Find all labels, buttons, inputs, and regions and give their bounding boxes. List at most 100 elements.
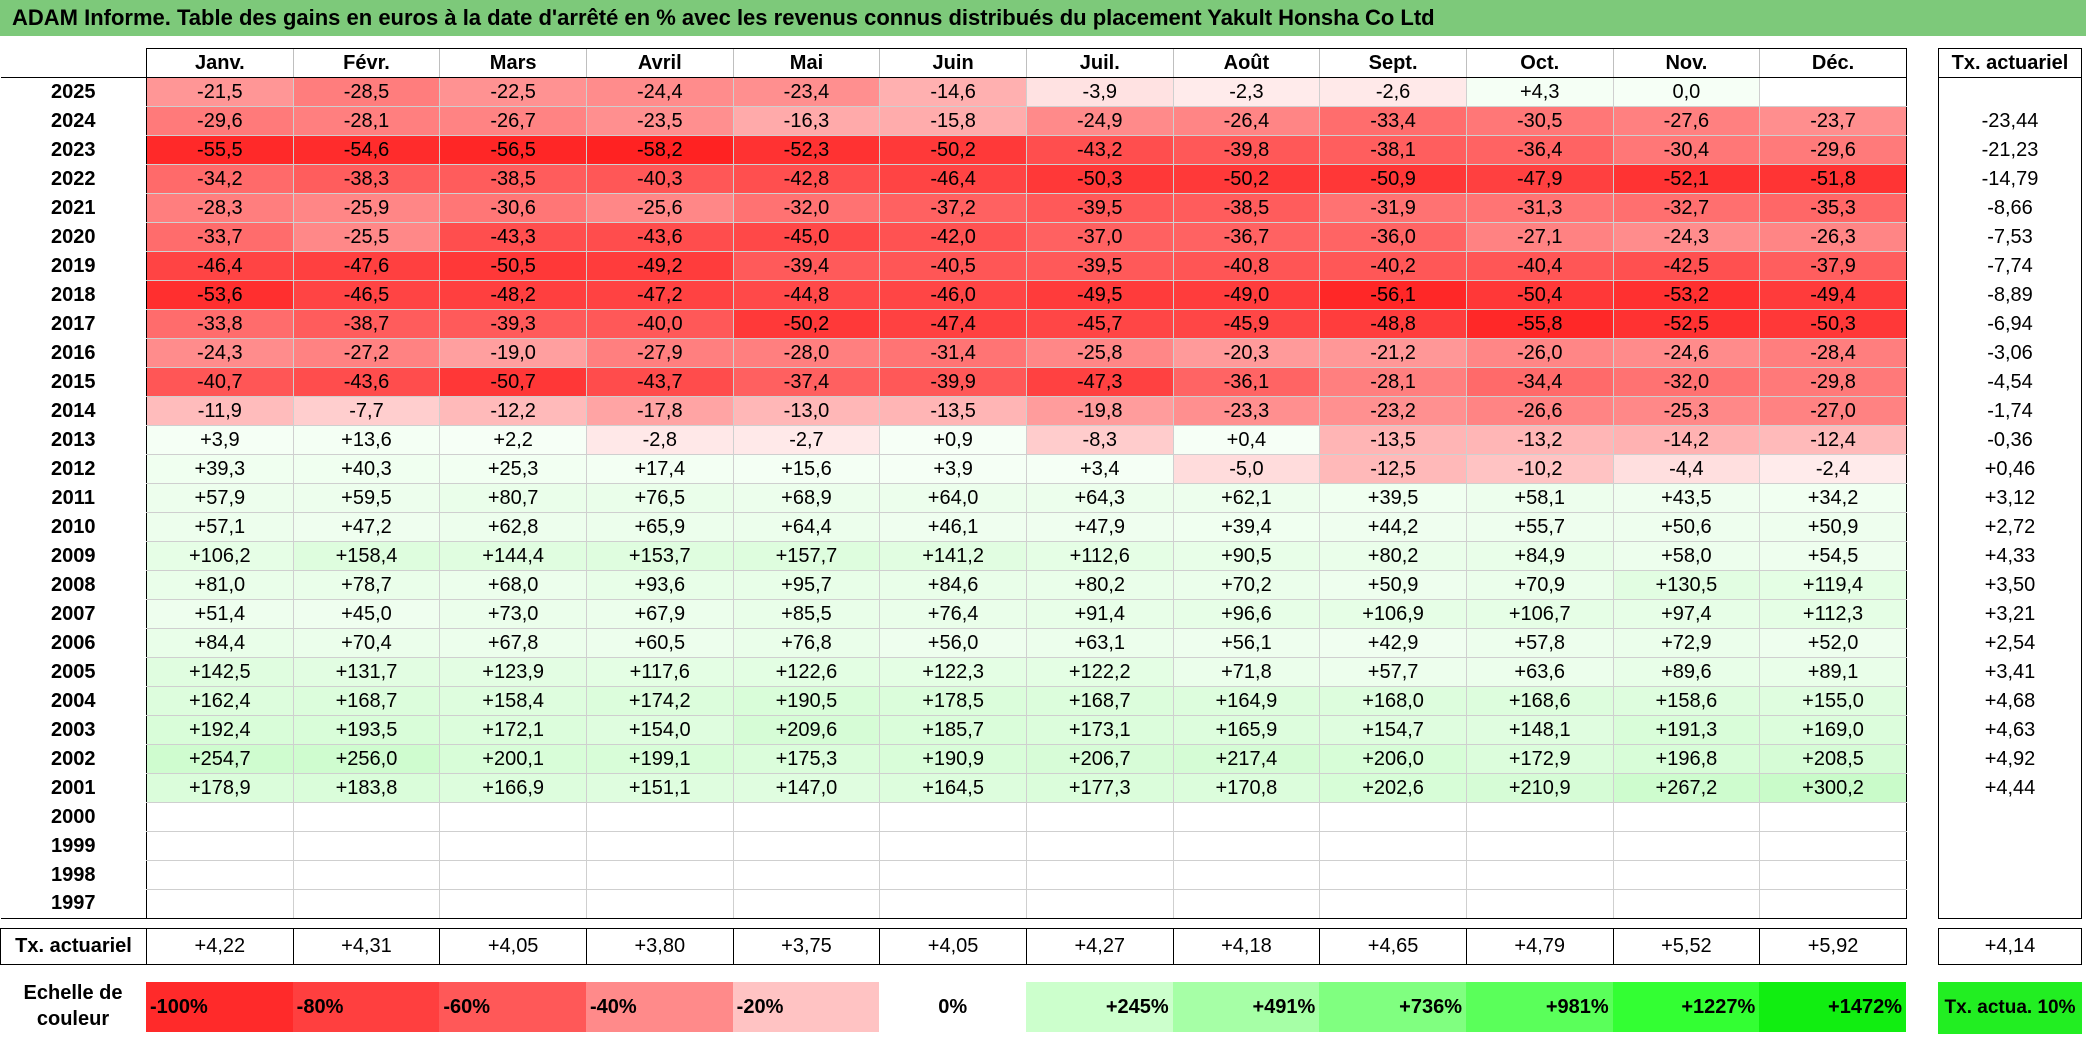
gain-cell [879,802,1027,832]
year-label: 2000 [51,805,96,828]
gain-cell: +43,5 [1612,483,1761,513]
gain-cell: -30,5 [1465,106,1614,136]
gain-cell: -28,5 [292,77,441,107]
gain-cell: +39,3 [146,454,294,484]
color-scale-actuarial: Tx. actua. 10% [1938,982,2082,1034]
gain-cell: +63,1 [1025,628,1174,658]
gain-cell: +122,6 [732,657,881,687]
year-row: 2001 +178,9 +183,8 +166,9 +151,1 +147,0 +164,5… [1,773,1907,803]
year-row: 2005 +142,5 +131,7 +123,9 +117,6 +122,6 +122,3… [1,657,1907,687]
actuarial-rate-cell: +3,50 [1938,570,2082,600]
gain-cell: -54,6 [292,135,441,165]
gain-cell [585,860,734,890]
gain-cell: +2,2 [439,425,587,455]
gain-cell: +78,7 [292,570,441,600]
year-row: 2016 -24,3 -27,2 -19,0 -27,9 -28,0 -31,4 -25,8-… [1,338,1907,368]
gain-cell [1465,889,1614,919]
gain-cell: +106,9 [1319,599,1467,629]
gain-cell [1465,802,1614,832]
gains-table-container: Janv. Févr. Mars Avril Mai Juin Juil. Août Sept.… [0,48,1907,966]
gain-cell [732,889,881,919]
year-row: 2007 +51,4 +45,0 +73,0 +67,9 +85,5 +76,4 +91,4 +… [1,599,1907,629]
gain-cell: -51,8 [1759,164,1907,194]
gain-cell: -46,4 [146,251,294,281]
gain-cell: +64,3 [1025,483,1174,513]
gain-cell: +93,6 [585,570,734,600]
gain-cell: -43,2 [1025,135,1174,165]
gain-cell: -47,4 [879,309,1027,339]
year-row: 2009 +106,2 +158,4 +144,4 +153,7 +157,7 +141,2… [1,541,1907,571]
gain-cell: -28,0 [732,338,881,368]
gain-cell: +45,0 [292,599,441,629]
gain-cell: -31,4 [879,338,1027,368]
year-row: 2018 -53,6 -46,5 -48,2 -47,2 -44,8 -46,0 -49,5-… [1,280,1907,310]
gain-cell: -37,2 [879,193,1027,223]
gain-cell: +65,9 [585,512,734,542]
gain-cell: +68,9 [732,483,881,513]
gain-cell: -32,0 [1612,367,1761,397]
gain-cell: +54,5 [1759,541,1907,571]
gain-cell: -49,2 [585,251,734,281]
gain-cell [1172,889,1321,919]
gain-cell: -26,4 [1172,106,1321,136]
year-label: 2020 [51,225,96,248]
gain-cell: +89,6 [1612,657,1761,687]
actuarial-rate-cell: +2,54 [1938,628,2082,658]
gain-cell: -29,8 [1759,367,1907,397]
gain-cell [585,831,734,861]
gain-cell: -39,8 [1172,135,1321,165]
year-label: 2013 [51,428,96,451]
gain-cell: -29,6 [146,106,294,136]
color-scale-cell: -80% [292,982,440,1032]
year-label: 2016 [51,341,96,364]
gain-cell: +174,2 [585,686,734,716]
gain-cell: -14,2 [1612,425,1761,455]
gain-cell: -56,1 [1319,280,1467,310]
gain-cell [292,889,441,919]
year-label: 2001 [51,776,96,799]
gain-cell: +254,7 [146,744,294,774]
gain-cell: +56,0 [879,628,1027,658]
gain-cell: +142,5 [146,657,294,687]
gain-cell: -43,7 [585,367,734,397]
gain-cell: +3,4 [1025,454,1174,484]
gain-cell: +80,2 [1319,541,1467,571]
gain-cell: -15,8 [879,106,1027,136]
gain-cell: -45,9 [1172,309,1321,339]
gain-cell: -50,2 [1172,164,1321,194]
gain-cell: -49,4 [1759,280,1907,310]
gain-cell: +209,6 [732,715,881,745]
actuarial-rate-cell [1938,802,2082,832]
actuarial-month-value: +4,18 [1172,928,1321,965]
gain-cell: +131,7 [292,657,441,687]
year-row: 2003 +192,4 +193,5 +172,1 +154,0 +209,6 +185,7… [1,715,1907,745]
gain-cell: +267,2 [1612,773,1761,803]
gain-cell: -5,0 [1172,454,1321,484]
year-label: 2006 [51,631,96,654]
gain-cell: +91,4 [1025,599,1174,629]
gain-cell: -13,2 [1465,425,1614,455]
gain-cell: -38,5 [439,164,587,194]
gain-cell: +123,9 [439,657,587,687]
year-label: 2024 [51,109,96,132]
gain-cell [1319,802,1467,832]
gain-cell [1172,802,1321,832]
year-row: 2015 -40,7 -43,6 -50,7 -43,7 -37,4 -39,9 -47,3-… [1,367,1907,397]
actuarial-rate-cell [1938,77,2082,107]
corner-cell [0,48,147,78]
gain-cell: -36,1 [1172,367,1321,397]
gain-cell: +122,3 [879,657,1027,687]
actuarial-month-value: +3,75 [732,928,881,965]
gain-cell: +155,0 [1759,686,1907,716]
year-label: 2009 [51,544,96,567]
gain-cell: +70,9 [1465,570,1614,600]
actuarial-column-header: Tx. actuariel [1938,48,2082,78]
gain-cell: +193,5 [292,715,441,745]
gain-cell: -32,0 [732,193,881,223]
year-label: 2019 [51,254,96,277]
gain-cell [732,831,881,861]
gain-cell: -39,5 [1025,193,1174,223]
year-row: 2022 -34,2 -38,3 -38,5 -40,3 -42,8 -46,4 -50,3-… [1,164,1907,194]
actuarial-month-value: +4,79 [1465,928,1614,965]
year-label: 2008 [51,573,96,596]
